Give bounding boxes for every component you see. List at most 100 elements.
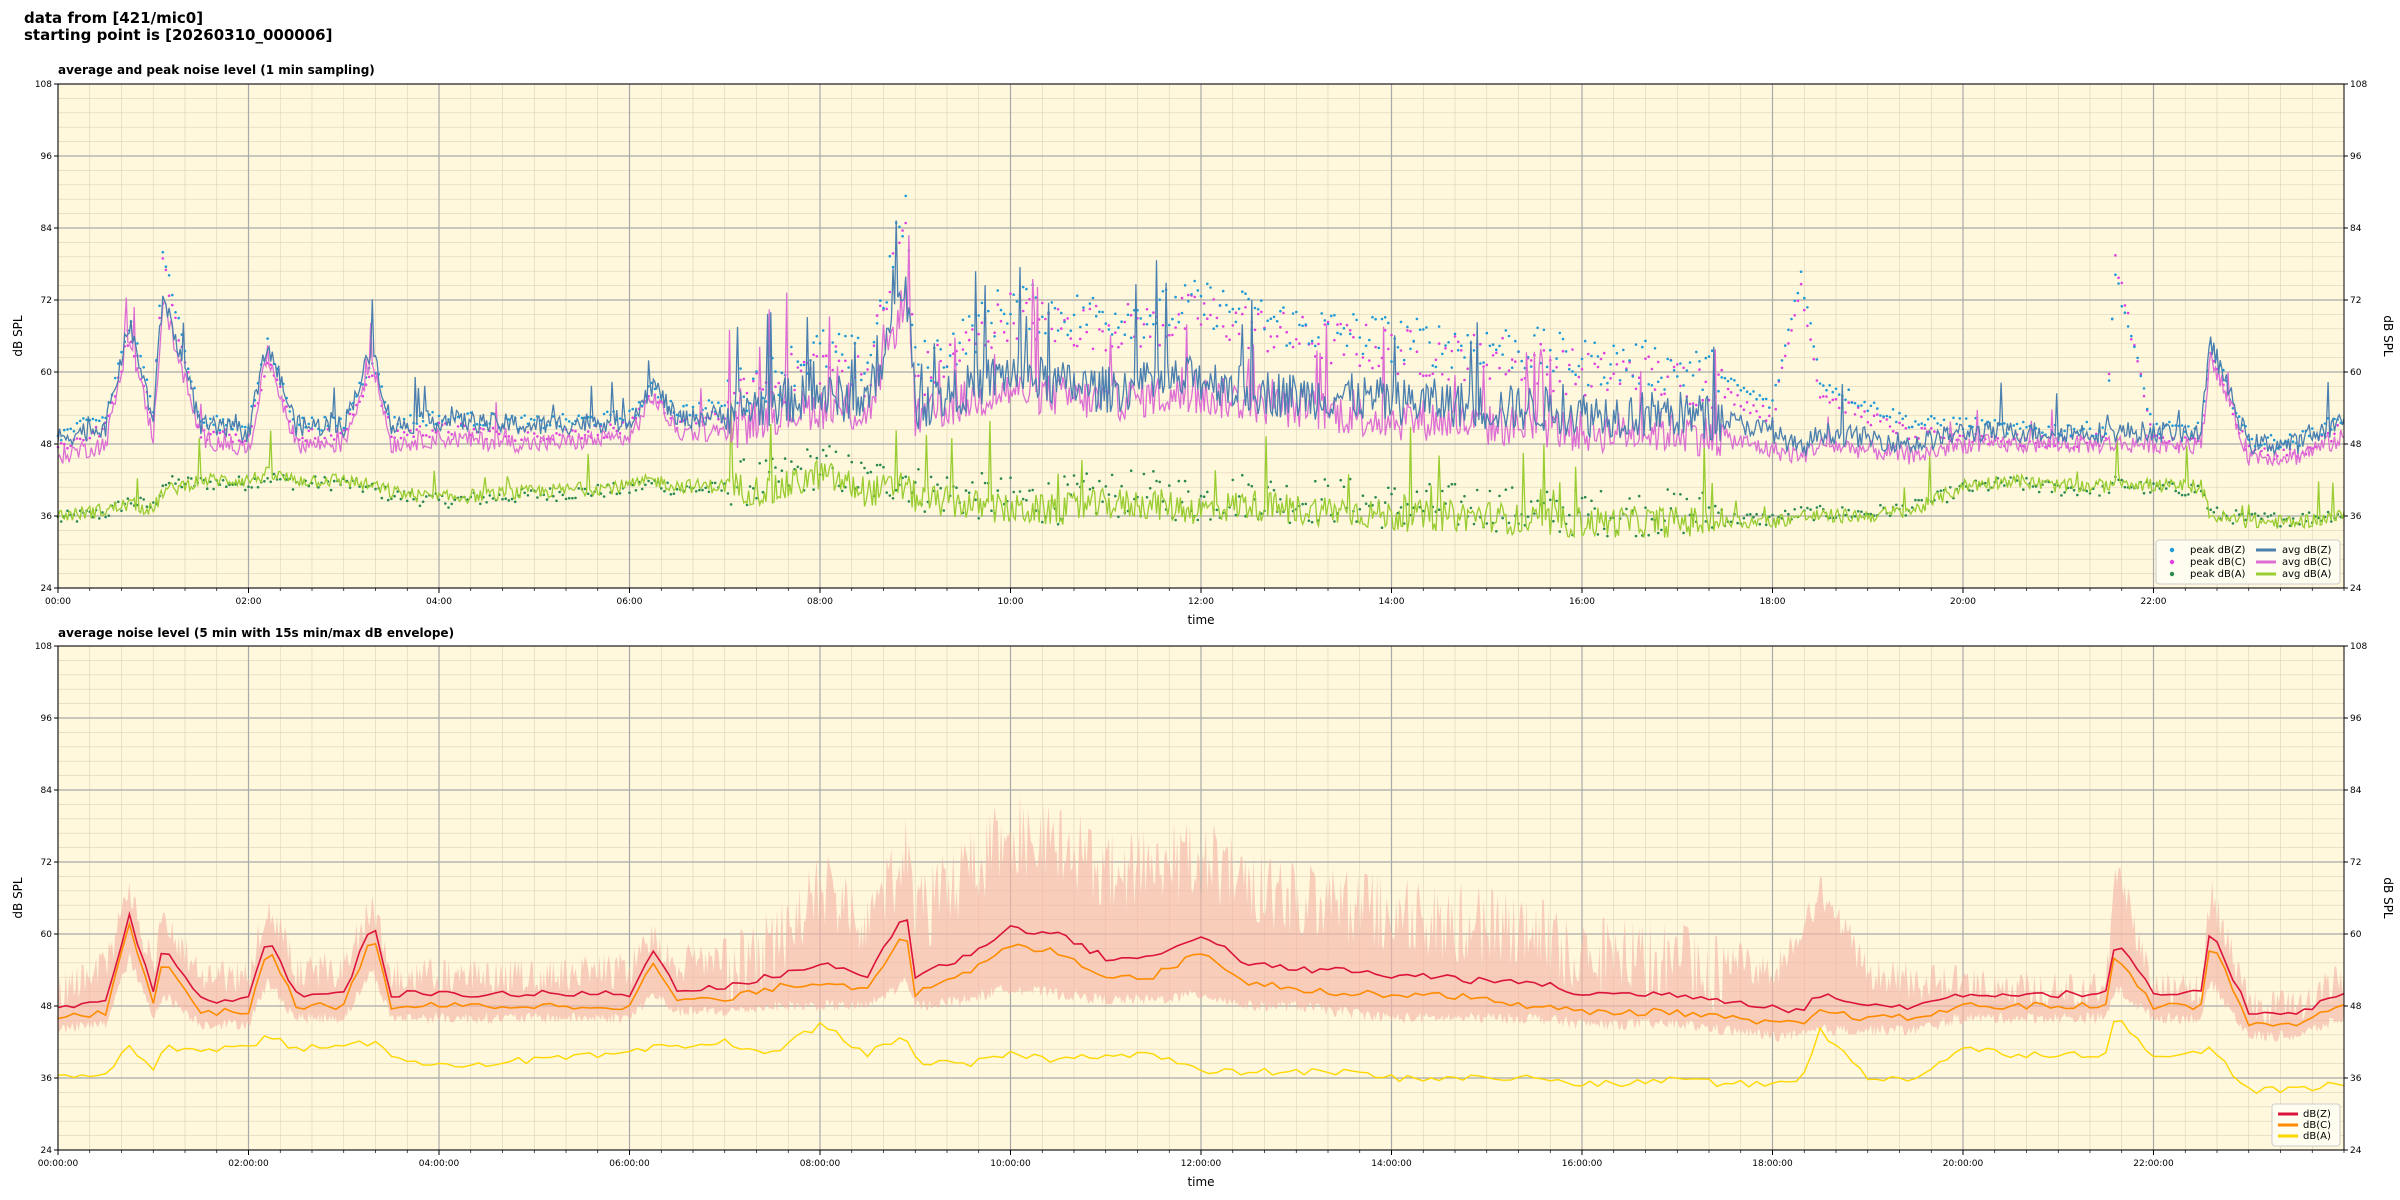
peak-point [1529, 500, 1533, 503]
peak-point [536, 496, 539, 499]
peak-point [1914, 498, 1917, 502]
peak-point [367, 375, 371, 379]
peak-point [1247, 346, 1250, 350]
peak-point [2012, 424, 2016, 427]
peak-point [1002, 331, 1006, 334]
x-tick-label: 12:00 [1188, 597, 1214, 607]
peak-point [107, 514, 111, 517]
peak-point [666, 481, 669, 485]
peak-point [1444, 344, 1447, 347]
peak-point [1958, 434, 1962, 438]
peak-point [1593, 362, 1596, 366]
peak-point [1361, 352, 1365, 356]
peak-point [542, 493, 546, 497]
peak-point [1701, 388, 1704, 392]
peak-point [1215, 324, 1219, 328]
peak-point [596, 483, 600, 487]
peak-point [1285, 330, 1288, 334]
peak-point [1987, 420, 1990, 424]
peak-point [682, 404, 685, 408]
peak-point [1672, 492, 1676, 496]
peak-point [2301, 430, 2304, 433]
y-tick-label-left: 108 [35, 80, 52, 90]
peak-point [244, 488, 247, 492]
peak-point [1098, 328, 1101, 331]
peak-point [1895, 503, 1898, 507]
peak-point [1682, 531, 1685, 535]
peak-point [821, 354, 825, 358]
peak-point [2209, 508, 2212, 512]
peak-point [1685, 369, 1689, 372]
peak-point [1279, 309, 1282, 313]
peak-point [1809, 508, 1812, 511]
peak-point [663, 489, 666, 493]
peak-point [2114, 273, 2117, 277]
peak-point [796, 366, 800, 369]
peak-point [1453, 332, 1457, 336]
peak-point [1145, 323, 1149, 326]
peak-point [415, 428, 419, 431]
peak-point [1472, 522, 1476, 526]
peak-point [1253, 328, 1257, 332]
peak-point [342, 428, 346, 432]
peak-point [1749, 392, 1752, 396]
peak-point [301, 416, 304, 420]
peak-point [1615, 351, 1619, 355]
peak-point [888, 494, 892, 497]
peak-point [1237, 332, 1241, 336]
peak-point [967, 338, 971, 342]
peak-point [1666, 488, 1669, 491]
peak-point [1583, 393, 1587, 397]
peak-point [1853, 515, 1857, 518]
peak-point [748, 485, 752, 488]
peak-point [529, 417, 533, 421]
peak-point [1917, 423, 1920, 426]
peak-point [507, 418, 511, 421]
peak-point [2133, 345, 2136, 349]
peak-point [990, 509, 993, 512]
peak-point [1348, 329, 1352, 332]
x-tick-label: 14:00 [1379, 597, 1405, 607]
legend-label: peak dB(Z) [2190, 545, 2246, 556]
peak-point [1352, 335, 1355, 339]
peak-point [1555, 366, 1558, 369]
peak-point [1310, 339, 1314, 343]
peak-point [1777, 379, 1781, 382]
peak-point [2003, 484, 2006, 487]
peak-point [1260, 299, 1263, 302]
peak-point [1660, 528, 1663, 532]
peak-point [856, 336, 860, 340]
peak-point [2187, 493, 2190, 496]
peak-point [1326, 322, 1330, 326]
peak-point [142, 498, 145, 501]
peak-point [1183, 479, 1187, 483]
peak-point [1199, 294, 1203, 298]
peak-point [1250, 484, 1254, 488]
peak-point [1114, 312, 1117, 316]
peak-point [228, 433, 231, 437]
peak-point [977, 314, 980, 317]
peak-point [818, 382, 822, 385]
peak-point [1596, 533, 1600, 536]
peak-point [825, 365, 828, 368]
peak-point [1288, 342, 1292, 345]
peak-point [1441, 373, 1444, 376]
peak-point [2282, 448, 2285, 452]
peak-point [574, 429, 577, 433]
peak-point [1568, 513, 1571, 517]
peak-point [1561, 349, 1565, 353]
peak-point [574, 496, 577, 500]
peak-point [1745, 513, 1749, 517]
peak-point [1736, 394, 1739, 397]
peak-point [802, 360, 806, 364]
peak-point [380, 496, 384, 500]
series-line-avg-db-z- [57, 220, 2345, 457]
peak-point [202, 421, 206, 424]
peak-point [1463, 494, 1466, 498]
peak-point [437, 498, 441, 502]
peak-point [1142, 472, 1146, 476]
y-tick-label-right: 48 [2350, 1002, 2362, 1012]
peak-point [840, 369, 844, 373]
peak-point [1726, 379, 1730, 383]
peak-point [898, 241, 901, 245]
